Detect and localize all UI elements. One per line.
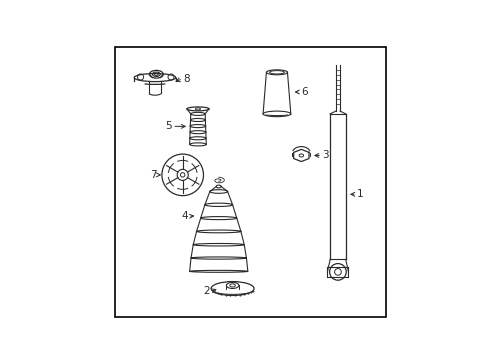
Text: 8: 8 xyxy=(183,74,189,84)
Text: 6: 6 xyxy=(300,87,307,97)
Text: 3: 3 xyxy=(322,150,328,161)
Text: 7: 7 xyxy=(149,170,156,180)
Text: 2: 2 xyxy=(203,286,210,296)
Text: 4: 4 xyxy=(181,211,187,221)
Text: 1: 1 xyxy=(356,189,363,199)
Text: 5: 5 xyxy=(165,121,172,131)
